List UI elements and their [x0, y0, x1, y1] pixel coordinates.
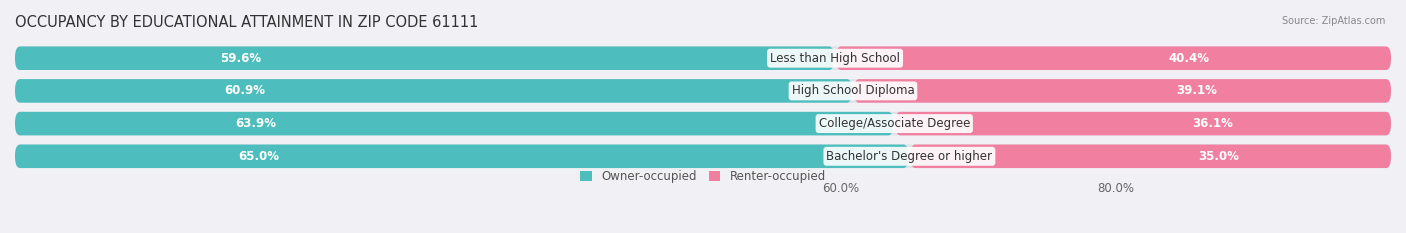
Text: 40.4%: 40.4%: [1168, 52, 1209, 65]
Text: Source: ZipAtlas.com: Source: ZipAtlas.com: [1281, 16, 1385, 26]
Text: Less than High School: Less than High School: [770, 52, 900, 65]
FancyBboxPatch shape: [15, 112, 893, 135]
Text: 35.0%: 35.0%: [1198, 150, 1239, 163]
FancyBboxPatch shape: [15, 79, 852, 103]
FancyBboxPatch shape: [15, 46, 834, 70]
Text: OCCUPANCY BY EDUCATIONAL ATTAINMENT IN ZIP CODE 61111: OCCUPANCY BY EDUCATIONAL ATTAINMENT IN Z…: [15, 15, 478, 30]
FancyBboxPatch shape: [910, 144, 1391, 168]
FancyBboxPatch shape: [15, 79, 1391, 103]
FancyBboxPatch shape: [15, 46, 1391, 70]
Text: 65.0%: 65.0%: [239, 150, 280, 163]
Text: 60.9%: 60.9%: [225, 84, 266, 97]
FancyBboxPatch shape: [853, 79, 1391, 103]
Text: High School Diploma: High School Diploma: [792, 84, 914, 97]
FancyBboxPatch shape: [896, 112, 1391, 135]
Text: College/Associate Degree: College/Associate Degree: [818, 117, 970, 130]
FancyBboxPatch shape: [15, 112, 1391, 135]
FancyBboxPatch shape: [15, 144, 1391, 168]
Legend: Owner-occupied, Renter-occupied: Owner-occupied, Renter-occupied: [579, 170, 827, 183]
FancyBboxPatch shape: [15, 144, 908, 168]
Text: Bachelor's Degree or higher: Bachelor's Degree or higher: [827, 150, 993, 163]
Text: 39.1%: 39.1%: [1175, 84, 1216, 97]
FancyBboxPatch shape: [837, 46, 1391, 70]
Text: 63.9%: 63.9%: [235, 117, 276, 130]
Text: 36.1%: 36.1%: [1192, 117, 1233, 130]
Text: 59.6%: 59.6%: [219, 52, 262, 65]
